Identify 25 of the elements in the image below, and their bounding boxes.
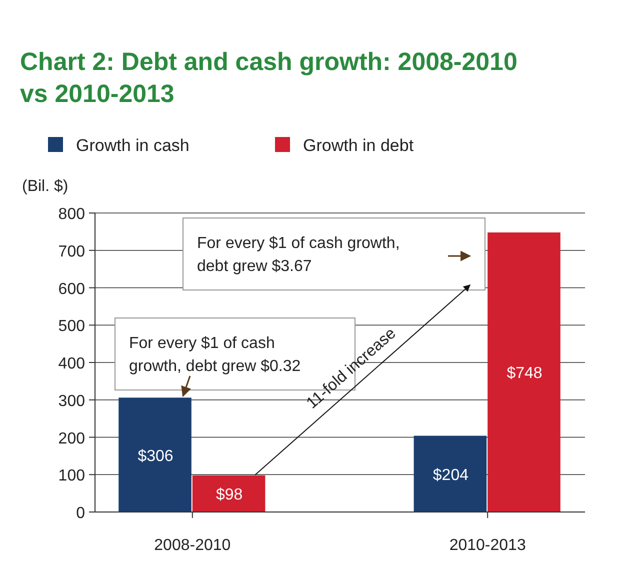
y-tick-label: 700 bbox=[58, 243, 86, 260]
y-tick-label: 0 bbox=[76, 505, 86, 522]
y-axis-title: (Bil. $) bbox=[22, 178, 68, 195]
bar bbox=[414, 436, 487, 512]
y-tick-label: 200 bbox=[58, 430, 86, 448]
y-tick-label: 100 bbox=[58, 468, 86, 485]
data-label: $98 bbox=[216, 486, 243, 504]
data-label: $204 bbox=[432, 466, 469, 484]
x-tick-label: 2008-2010 bbox=[154, 537, 231, 554]
bar bbox=[118, 398, 192, 512]
y-tick-label: 300 bbox=[58, 392, 86, 410]
y-tick-label: 400 bbox=[58, 356, 86, 372]
y-tick-label: 600 bbox=[58, 280, 86, 298]
data-label: $306 bbox=[138, 448, 174, 465]
bar bbox=[488, 232, 560, 512]
y-tick-label: 800 bbox=[58, 206, 86, 223]
chart-title: Chart 2: Debt and cash growth: 2008-2010 vs 2010-2013 bbox=[20, 48, 518, 108]
bar bbox=[192, 475, 266, 512]
annotation: For every $1 of cash growth, debt grew $3.67 bbox=[197, 235, 400, 275]
data-label: $748 bbox=[506, 365, 542, 382]
x-tick-label: 2010-2013 bbox=[449, 537, 526, 554]
annotation: For every $1 of cash growth, debt grew $0.32 bbox=[129, 335, 301, 375]
y-tick-label: 500 bbox=[58, 318, 86, 336]
legend-label: Growth in cash bbox=[76, 136, 190, 155]
legend-label: Growth in debt bbox=[303, 136, 414, 155]
